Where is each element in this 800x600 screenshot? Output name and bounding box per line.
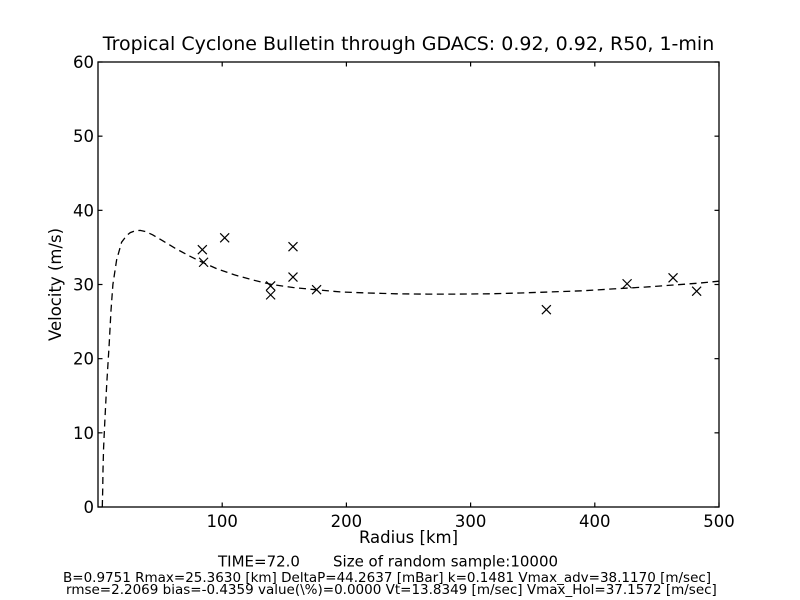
x-tick-label: 100 xyxy=(206,512,238,531)
y-tick-label: 0 xyxy=(84,498,95,517)
sample-x-marker xyxy=(197,244,208,255)
holland-curve xyxy=(101,229,720,508)
x-tick-label: 400 xyxy=(579,512,611,531)
footer-time-value: TIME=72.0 xyxy=(217,553,300,571)
y-tick-label: 60 xyxy=(73,53,94,72)
axes-layer: 100 200 300 400 500 0 10 20 30 40 50 60 xyxy=(73,53,735,531)
y-tick-label: 20 xyxy=(73,350,94,369)
sample-x-marker xyxy=(668,272,678,283)
sample-x-marker xyxy=(622,278,633,289)
sample-x-marker xyxy=(311,284,322,295)
y-tick-label: 40 xyxy=(73,201,94,220)
sample-x-marker xyxy=(691,286,702,297)
y-tick-label: 50 xyxy=(73,127,94,146)
y-tick-label: 30 xyxy=(73,276,94,295)
data-layer xyxy=(101,229,720,508)
x-tick-label: 300 xyxy=(455,512,487,531)
sample-x-marker xyxy=(288,272,298,283)
x-tick-label: 200 xyxy=(331,512,363,531)
sample-x-marker xyxy=(288,241,298,252)
chart-title: Tropical Cyclone Bulletin through GDACS:… xyxy=(102,33,715,55)
footer-params-line: B=0.9751 Rmax=25.3630 [km] DeltaP=44.263… xyxy=(63,570,711,586)
sample-x-marker xyxy=(265,281,276,291)
sample-x-marker xyxy=(541,304,552,315)
sample-x-marker xyxy=(198,257,209,268)
x-tick-label: 500 xyxy=(703,512,735,531)
sample-x-marker xyxy=(265,289,276,300)
footer-sample-size: Size of random sample:10000 xyxy=(333,553,558,571)
footer-stats-line: rmse=2.2069 bias=-0.4359 value(\%)=0.000… xyxy=(66,582,717,598)
y-axis-label: Velocity (m/s) xyxy=(46,228,65,341)
sample-x-marker xyxy=(219,232,230,243)
x-axis-label: Radius [km] xyxy=(359,528,458,547)
y-tick-label: 10 xyxy=(73,424,94,443)
